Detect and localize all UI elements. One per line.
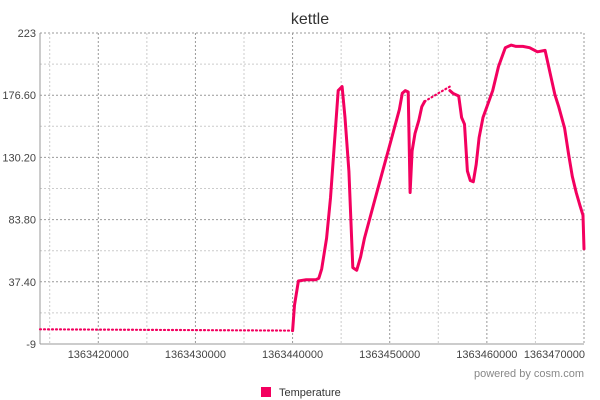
- plot-area: [38, 43, 586, 333]
- y-tick-label: 176.60: [2, 90, 36, 102]
- y-tick-label: 37.40: [8, 277, 36, 289]
- legend-swatch-temperature: [261, 387, 271, 397]
- grid: [39, 32, 585, 345]
- y-tick-label: 83.80: [8, 215, 36, 227]
- series-line-temperature: [448, 43, 586, 251]
- legend[interactable]: Temperature: [261, 387, 341, 399]
- y-tick-label: -9: [26, 339, 36, 351]
- series-line-temperature: [423, 85, 451, 103]
- x-tick-label: 1363450000: [359, 349, 420, 361]
- y-axis: -9 37.40 83.80 130.20 176.60 223: [2, 28, 36, 351]
- x-tick-label: 1363440000: [262, 349, 323, 361]
- x-tick-label: 1363420000: [68, 349, 129, 361]
- x-tick-label: 1363470000: [524, 349, 585, 361]
- credit-text: powered by cosm.com: [474, 368, 584, 380]
- x-tick-label: 1363430000: [165, 349, 226, 361]
- x-tick-label: 1363460000: [456, 349, 517, 361]
- y-tick-label: 130.20: [2, 152, 36, 164]
- x-axis: 1363420000 1363430000 1363440000 1363450000…: [68, 349, 585, 361]
- series-line-temperature: [291, 85, 427, 333]
- chart-title: kettle: [291, 11, 329, 28]
- legend-label-temperature: Temperature: [279, 387, 341, 399]
- series-line-temperature: [38, 328, 294, 332]
- y-tick-label: 223: [18, 28, 36, 40]
